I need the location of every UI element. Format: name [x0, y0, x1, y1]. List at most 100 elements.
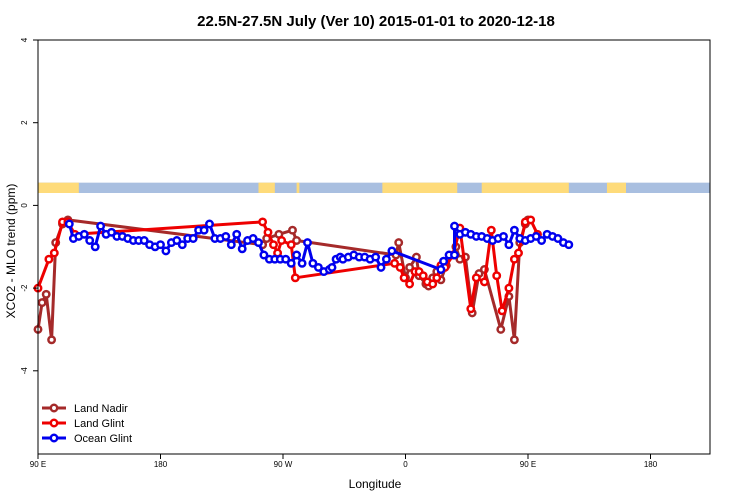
data-point-2-21	[177, 240, 187, 250]
data-point-1-30	[486, 225, 496, 235]
data-point-1-14	[395, 262, 405, 272]
data-point-2-29	[221, 231, 231, 241]
data-point-2-65	[450, 250, 459, 260]
ocean-band	[38, 182, 710, 193]
data-point-2-60	[381, 254, 391, 264]
data-point-2-3	[79, 229, 89, 239]
y-tick-label-0: 4	[20, 37, 29, 42]
data-point-2-43	[297, 258, 307, 268]
series-2	[64, 219, 574, 277]
data-point-2-8	[107, 227, 116, 237]
data-point-2-20	[172, 236, 182, 245]
chart-title: 22.5N-27.5N July (Ver 10) 2015-01-01 to …	[197, 13, 555, 30]
data-point-1-22	[432, 273, 442, 283]
data-point-2-5	[90, 242, 100, 252]
data-point-1-16	[405, 279, 415, 289]
data-point-2-32	[237, 244, 247, 254]
x-tick-label-4: 90 E	[520, 460, 536, 469]
data-point-1-21	[428, 279, 438, 289]
data-point-2-26	[205, 219, 214, 229]
data-point-1-28	[471, 273, 481, 283]
data-point-0-2	[41, 289, 51, 299]
plot-frame	[37, 39, 711, 455]
data-point-2-23	[188, 234, 198, 243]
data-point-2-75	[499, 231, 508, 241]
data-point-0-15	[405, 262, 415, 272]
data-point-2-41	[286, 258, 296, 268]
x-axis-label: Longitude	[349, 477, 402, 491]
data-point-0-32	[509, 335, 519, 345]
data-point-2-44	[303, 238, 312, 248]
data-point-2-82	[537, 236, 547, 245]
data-point-1-1	[44, 254, 54, 264]
land-segment-1	[258, 182, 275, 193]
data-point-0-3	[47, 335, 57, 345]
legend-label-0: Land Nadir	[74, 403, 128, 415]
legend-marker-1	[49, 418, 59, 428]
data-point-1-19	[418, 271, 428, 281]
x-tick-label-3: 0	[403, 460, 408, 469]
data-point-0-1	[37, 298, 47, 308]
data-point-1-12	[290, 273, 300, 283]
data-point-1-35	[514, 248, 523, 258]
data-point-2-14	[139, 236, 149, 245]
legend-label-1: Land Glint	[74, 418, 124, 430]
y-tick-label-4: -4	[20, 367, 29, 375]
data-point-2-85	[553, 234, 563, 243]
data-point-2-81	[531, 231, 541, 241]
data-point-2-17	[156, 240, 165, 250]
data-point-1-11	[286, 240, 296, 250]
land-segment-4	[481, 182, 569, 193]
y-tick-label-3: -2	[20, 284, 29, 292]
land-segment-0	[38, 182, 79, 193]
land-segment-5	[606, 182, 626, 193]
data-point-1-27	[466, 304, 476, 314]
data-point-2-40	[281, 254, 291, 264]
y-axis-label: XCO2 - MLO trend (ppm)	[4, 184, 18, 319]
data-point-1-8	[269, 240, 278, 250]
data-point-1-29	[479, 277, 489, 287]
data-point-2-18	[161, 246, 171, 256]
data-point-2-42	[292, 250, 302, 260]
data-point-2-35	[254, 238, 263, 248]
data-point-2-46	[313, 262, 323, 272]
data-point-2-36	[259, 250, 269, 260]
data-point-1-31	[492, 271, 502, 281]
x-tick-label-0: 90 E	[30, 460, 46, 469]
land-segment-3	[382, 182, 458, 193]
data-point-2-34	[248, 234, 258, 243]
data-point-2-77	[509, 225, 519, 235]
data-point-2-63	[439, 256, 449, 266]
data-point-1-2	[49, 248, 59, 258]
data-point-0-13	[394, 238, 404, 248]
data-point-2-58	[371, 252, 381, 262]
data-point-1-7	[263, 227, 273, 237]
data-point-0-11	[292, 236, 302, 245]
land-ocean-band	[38, 182, 710, 193]
data-point-1-13	[390, 258, 400, 268]
y-tick-label-1: 2	[20, 120, 29, 125]
legend-label-2: Ocean Glint	[74, 433, 132, 445]
data-point-2-61	[387, 246, 397, 256]
data-point-2-49	[327, 262, 337, 272]
data-point-2-6	[96, 221, 106, 231]
data-point-2-31	[232, 229, 242, 239]
x-tick-label-1: 180	[154, 460, 168, 469]
data-point-1-32	[497, 306, 507, 316]
data-point-2-0	[64, 219, 74, 229]
data-point-2-62	[436, 265, 446, 274]
series-layer	[33, 215, 574, 345]
x-axis: 90 E 180 90 W 0 90 E 180	[30, 454, 658, 469]
data-point-2-45	[308, 258, 318, 268]
legend-marker-0	[49, 403, 59, 413]
data-point-2-59	[376, 262, 386, 272]
y-tick-label-2: 0	[20, 203, 29, 208]
data-point-1-15	[399, 273, 409, 283]
data-point-2-25	[199, 225, 209, 235]
y-axis: 4 2 0 -2 -4	[20, 37, 38, 374]
x-tick-label-5: 180	[644, 460, 658, 469]
data-point-2-87	[564, 240, 574, 250]
x-tick-label-2: 90 W	[274, 460, 293, 469]
legend-marker-2	[49, 433, 59, 443]
data-point-0-10	[288, 225, 297, 235]
